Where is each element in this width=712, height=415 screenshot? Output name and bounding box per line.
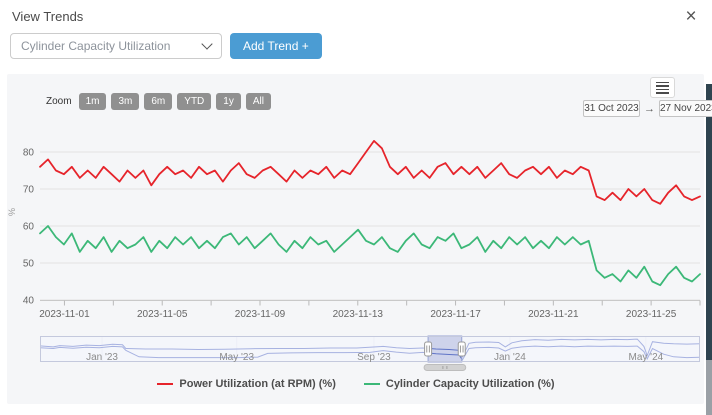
legend-label: Cylinder Capacity Utilization (%) [385, 378, 555, 390]
range-arrow-icon: → [644, 102, 655, 115]
page-edge-scrollbar [706, 360, 712, 415]
cylinder-series-swatch [363, 383, 380, 385]
trend-select[interactable]: Cylinder Capacity Utilization [10, 33, 222, 59]
zoom-1y-button[interactable]: 1y [216, 93, 241, 110]
zoom-3m-button[interactable]: 3m [111, 93, 140, 110]
chart-card: Zoom 1m 3m 6m YTD 1y All → [7, 74, 712, 404]
zoom-label: Zoom [46, 96, 72, 107]
close-icon[interactable]: × [680, 6, 702, 28]
power-series-swatch [157, 383, 174, 385]
zoom-6m-button[interactable]: 6m [144, 93, 173, 110]
add-trend-button[interactable]: Add Trend + [230, 33, 322, 59]
legend-label: Power Utilization (at RPM) (%) [179, 378, 336, 390]
page-edge-dark [706, 84, 712, 360]
zoom-preset-row: Zoom 1m 3m 6m YTD 1y All [46, 93, 271, 110]
range-from-input[interactable] [583, 100, 640, 117]
zoom-all-button[interactable]: All [245, 93, 271, 110]
chevron-down-icon [201, 38, 213, 50]
chart-legend: Power Utilization (at RPM) (%) Cylinder … [0, 378, 712, 390]
page-title: View Trends [12, 9, 84, 24]
chart-menu-button[interactable] [650, 77, 675, 98]
trend-select-value: Cylinder Capacity Utilization [21, 39, 171, 53]
range-to-input[interactable] [659, 100, 712, 117]
date-range-selector: → [583, 100, 712, 117]
zoom-1m-button[interactable]: 1m [78, 93, 107, 110]
trend-controls: Cylinder Capacity Utilization Add Trend … [10, 33, 322, 59]
legend-item-power[interactable]: Power Utilization (at RPM) (%) [157, 378, 336, 390]
zoom-ytd-button[interactable]: YTD [177, 93, 212, 110]
legend-item-cylinder[interactable]: Cylinder Capacity Utilization (%) [363, 378, 555, 390]
